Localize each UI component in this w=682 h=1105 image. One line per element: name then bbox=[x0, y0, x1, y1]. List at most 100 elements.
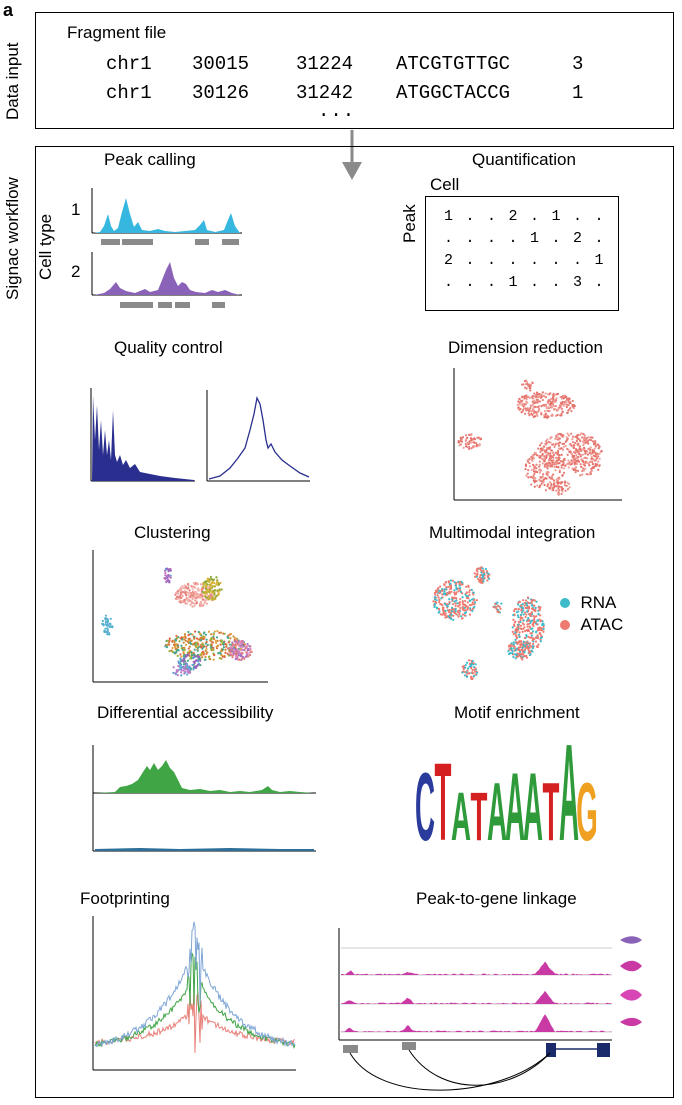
cell-point bbox=[509, 652, 512, 655]
cell-point bbox=[532, 614, 535, 618]
cell-point bbox=[519, 407, 522, 411]
cell-point bbox=[458, 587, 462, 590]
cell-point bbox=[466, 667, 470, 670]
cell-point bbox=[526, 472, 529, 475]
cell-point bbox=[453, 589, 456, 592]
cell-point bbox=[553, 465, 556, 469]
cell-point bbox=[594, 445, 597, 448]
cell-point bbox=[450, 590, 453, 593]
cell-point bbox=[244, 645, 247, 648]
cell-point bbox=[475, 441, 478, 445]
cell-point bbox=[183, 589, 186, 592]
cell-point bbox=[220, 639, 223, 642]
cell-point bbox=[226, 652, 229, 655]
cell-point bbox=[526, 606, 529, 609]
cell-point bbox=[190, 654, 194, 657]
cell-point bbox=[514, 657, 517, 660]
cell-point bbox=[452, 597, 455, 600]
cell-point bbox=[523, 395, 526, 398]
cell-point bbox=[521, 650, 524, 654]
cell-point bbox=[475, 444, 478, 447]
cell-point bbox=[532, 642, 535, 645]
cell-point bbox=[521, 607, 525, 610]
cell-point bbox=[571, 441, 575, 444]
cell-point bbox=[102, 623, 105, 626]
cell-point bbox=[223, 632, 226, 635]
cell-point bbox=[521, 653, 524, 656]
cell-point bbox=[549, 452, 552, 455]
cell-point bbox=[176, 674, 179, 677]
cell-point bbox=[107, 624, 110, 627]
cell-point bbox=[211, 598, 214, 601]
cell-point bbox=[246, 643, 249, 647]
cell-point bbox=[521, 399, 524, 402]
cell-point bbox=[248, 653, 251, 657]
matrix-cell: . bbox=[594, 274, 604, 291]
cell-point bbox=[531, 403, 534, 406]
cell-point bbox=[204, 655, 207, 658]
cell-point bbox=[585, 450, 589, 453]
cell-point bbox=[183, 646, 186, 649]
exon-box bbox=[597, 1043, 610, 1057]
cell-point bbox=[451, 598, 454, 601]
cell-point bbox=[436, 594, 439, 597]
cell-point bbox=[517, 400, 520, 403]
cell-point bbox=[483, 572, 486, 576]
cell-point bbox=[532, 397, 535, 400]
cell-point bbox=[537, 454, 541, 457]
cell-point bbox=[467, 447, 471, 450]
cell-point bbox=[176, 646, 180, 649]
cell-point bbox=[562, 442, 566, 445]
cell-point bbox=[538, 460, 541, 463]
cell-point bbox=[212, 635, 215, 638]
cell-point bbox=[582, 463, 585, 466]
cell-point bbox=[569, 407, 572, 410]
cell-point bbox=[487, 577, 491, 580]
cell-point bbox=[534, 452, 538, 455]
cell-point bbox=[550, 402, 553, 405]
cell-point bbox=[204, 649, 207, 652]
cell-point bbox=[567, 466, 570, 469]
cell-point bbox=[537, 643, 540, 646]
cell-point bbox=[470, 441, 473, 444]
cell-point bbox=[551, 461, 555, 464]
motif-letter: A bbox=[505, 754, 525, 861]
cell-point bbox=[547, 452, 550, 455]
cell-point bbox=[186, 659, 190, 662]
cell-point bbox=[164, 572, 167, 575]
cell-point bbox=[526, 407, 529, 410]
cell-point bbox=[106, 619, 110, 623]
cell-point bbox=[232, 635, 235, 638]
cell-point bbox=[458, 588, 462, 592]
cell-point bbox=[444, 616, 447, 619]
cell-point bbox=[579, 439, 582, 443]
cell-point bbox=[195, 644, 198, 647]
cell-point bbox=[595, 452, 599, 455]
cell-point bbox=[464, 438, 468, 441]
cell-point bbox=[545, 407, 548, 410]
matrix-cell: . bbox=[508, 230, 518, 247]
cell-point bbox=[213, 653, 216, 656]
violin-shape bbox=[620, 960, 642, 972]
cell-point bbox=[537, 395, 540, 399]
cell-point bbox=[200, 646, 203, 649]
cell-point bbox=[200, 588, 203, 591]
cell-point bbox=[184, 591, 187, 594]
cell-point bbox=[458, 611, 461, 615]
cell-point bbox=[475, 575, 479, 578]
cell-point bbox=[457, 590, 460, 593]
cell-point bbox=[204, 595, 207, 599]
cell-point bbox=[232, 647, 235, 650]
cell-point bbox=[529, 404, 532, 407]
cell-point bbox=[216, 639, 219, 643]
cell-point bbox=[513, 608, 516, 611]
cell-point bbox=[205, 602, 209, 605]
cell-point bbox=[479, 581, 483, 584]
legend-rna-dot bbox=[560, 598, 570, 608]
cell-point bbox=[448, 616, 451, 619]
cell-point bbox=[227, 641, 230, 644]
cell-point bbox=[240, 648, 244, 652]
cell-point bbox=[539, 632, 542, 636]
cell-point bbox=[168, 639, 171, 642]
